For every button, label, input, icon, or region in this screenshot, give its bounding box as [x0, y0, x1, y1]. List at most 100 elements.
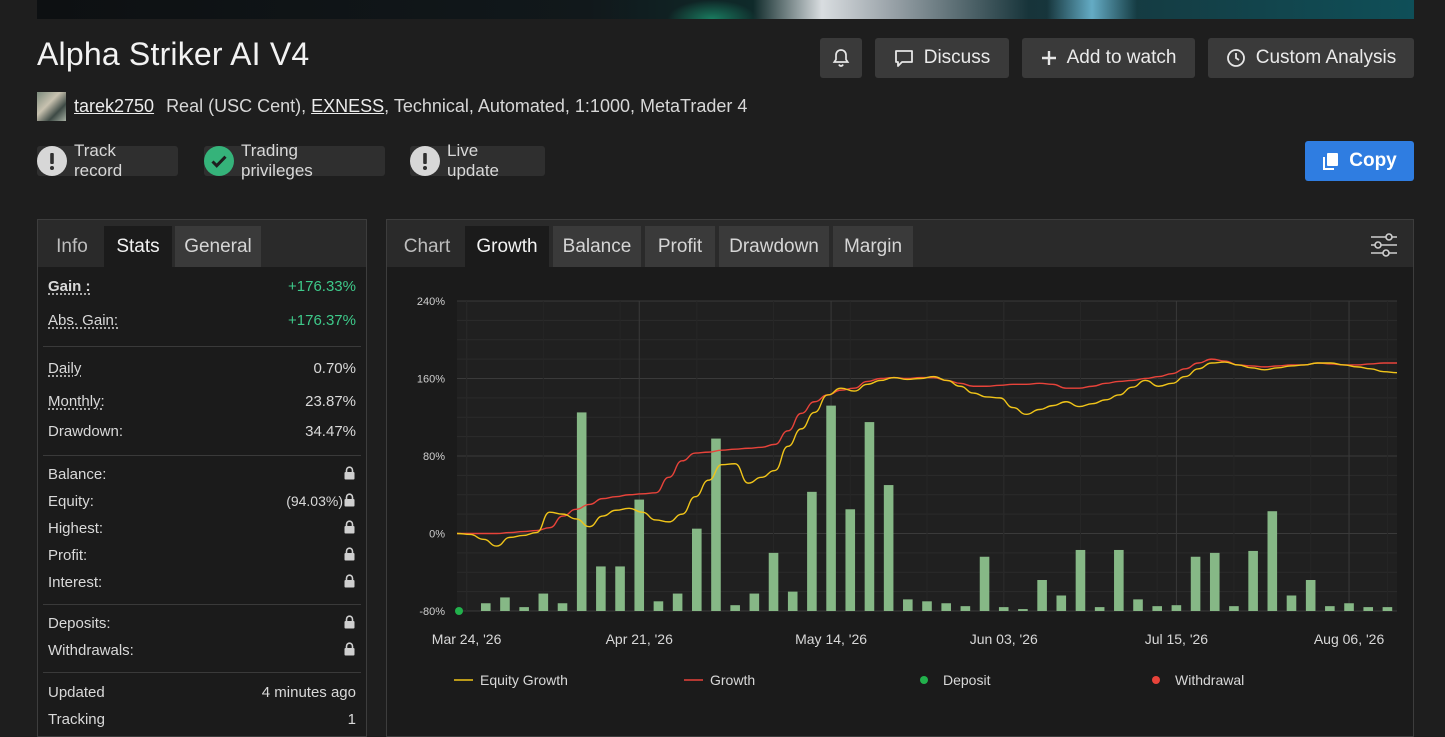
divider: [43, 672, 361, 673]
highest-row: Highest:: [48, 517, 356, 541]
equity-value: (94.03%): [286, 493, 343, 509]
equity-value-group: (94.03%): [286, 493, 356, 510]
chart-bar: [672, 593, 683, 611]
clock-icon: [1226, 49, 1245, 67]
lock-icon: [343, 547, 356, 564]
monthly-value: 23.87%: [305, 393, 356, 410]
x-tick-label: May 14, '26: [795, 631, 867, 647]
notification-button[interactable]: [820, 38, 862, 78]
chart-bar: [845, 509, 856, 611]
y-tick-label: 160%: [417, 374, 445, 386]
chart-bar: [960, 606, 971, 611]
legend-label: Equity Growth: [480, 672, 568, 688]
lock-icon: [343, 574, 356, 591]
tracking-row: Tracking 1: [48, 708, 356, 732]
live-update-label: Live update: [447, 141, 499, 180]
chart-bar: [653, 601, 664, 611]
chart-bar: [1286, 595, 1297, 611]
track-record-label: Track record: [74, 141, 123, 180]
daily-row: Daily 0.70%: [48, 357, 356, 381]
avatar[interactable]: [37, 92, 66, 121]
trading-privileges-badge[interactable]: Trading privileges: [204, 141, 385, 180]
tracking-label: Tracking: [48, 711, 105, 728]
monthly-label[interactable]: Monthly:: [48, 393, 105, 410]
divider: [43, 604, 361, 605]
chart-tabs: Chart Growth Balance Profit Drawdown Mar…: [387, 220, 1413, 267]
balance-label: Balance:: [48, 466, 107, 483]
equity-growth-line: [456, 361, 1398, 547]
chart-bar: [903, 599, 913, 611]
broker-link[interactable]: EXNESS: [311, 96, 385, 116]
chart-bar: [1209, 552, 1220, 611]
chart-bar: [1056, 595, 1067, 611]
withdrawals-row: Withdrawals:: [48, 639, 356, 663]
daily-label[interactable]: Daily: [48, 360, 82, 377]
balance-row: Balance:: [48, 463, 356, 487]
abs-gain-label[interactable]: Abs. Gain:: [48, 312, 119, 329]
discuss-button[interactable]: Discuss: [875, 38, 1009, 78]
chart-bar: [1267, 511, 1278, 611]
account-type: Real (USC Cent),: [166, 96, 312, 116]
legend-label: Deposit: [943, 672, 991, 688]
monthly-row: Monthly: 23.87%: [48, 390, 356, 414]
gain-label[interactable]: Gain :: [48, 278, 91, 295]
chart-bar: [576, 412, 587, 611]
tab-info[interactable]: Info: [56, 235, 88, 257]
tab-balance[interactable]: Balance: [553, 226, 641, 267]
comment-icon: [894, 49, 913, 67]
chart-bar: [1248, 550, 1258, 611]
track-record-badge[interactable]: Track record: [37, 141, 178, 180]
divider: [43, 346, 361, 347]
username-link[interactable]: tarek2750: [74, 96, 155, 116]
tab-drawdown[interactable]: Drawdown: [719, 226, 829, 267]
header-banner: [37, 0, 1414, 19]
chart-bar: [615, 566, 625, 611]
chart-bar: [749, 593, 760, 611]
lock-icon: [343, 466, 356, 483]
withdrawals-label: Withdrawals:: [48, 642, 134, 659]
tab-general[interactable]: General: [175, 226, 261, 267]
chart-bar: [1171, 605, 1182, 611]
chart-bar: [1344, 603, 1354, 611]
tab-margin[interactable]: Margin: [833, 226, 913, 267]
live-update-badge[interactable]: Live update: [410, 141, 545, 180]
discuss-label: Discuss: [923, 47, 991, 68]
stats-tabs: Info Stats General: [38, 220, 366, 267]
abs-gain-value: +176.37%: [288, 312, 356, 329]
equity-label: Equity:: [48, 493, 94, 510]
growth-chart[interactable]: 240% 160% 80% 0% -80% Mar 24, '26 Apr 21, '26 M…: [387, 267, 1413, 736]
chart-bar: [883, 485, 894, 611]
y-tick-label: 240%: [417, 296, 445, 308]
drawdown-value: 34.47%: [305, 423, 356, 440]
add-to-watch-button[interactable]: Add to watch: [1022, 38, 1195, 78]
tab-stats[interactable]: Stats: [104, 226, 172, 267]
x-tick-label: Aug 06, '26: [1314, 631, 1385, 647]
chart-bar: [1152, 606, 1162, 611]
stats-panel: Info Stats General Gain : +176.33% Abs. G…: [37, 219, 367, 737]
updated-label: Updated: [48, 684, 105, 701]
warning-icon: [37, 146, 67, 176]
trading-privileges-label: Trading privileges: [241, 141, 313, 180]
tab-profit[interactable]: Profit: [645, 226, 715, 267]
chart-bar: [1075, 549, 1086, 611]
copy-button[interactable]: Copy: [1305, 141, 1414, 181]
chart-settings-icon[interactable]: [1369, 232, 1399, 258]
copy-icon: [1323, 152, 1339, 170]
interest-row: Interest:: [48, 571, 356, 595]
gain-row: Gain : +176.33%: [48, 275, 356, 299]
custom-analysis-button[interactable]: Custom Analysis: [1208, 38, 1414, 78]
lock-icon: [343, 615, 356, 632]
chart-bar: [787, 591, 798, 611]
account-details: , Technical, Automated, 1:1000, MetaTrad…: [384, 96, 748, 116]
tab-growth[interactable]: Growth: [465, 226, 549, 267]
profit-row: Profit:: [48, 544, 356, 568]
chart-bar: [998, 607, 1009, 611]
warning-icon: [410, 146, 440, 176]
chart-bar: [1382, 607, 1393, 611]
deposit-point: [455, 607, 463, 615]
tracking-value: 1: [347, 711, 356, 728]
chart-bar: [1018, 609, 1028, 611]
chart-bar: [1325, 606, 1335, 611]
abs-gain-row: Abs. Gain: +176.37%: [48, 309, 356, 333]
tab-chart[interactable]: Chart: [403, 235, 451, 257]
